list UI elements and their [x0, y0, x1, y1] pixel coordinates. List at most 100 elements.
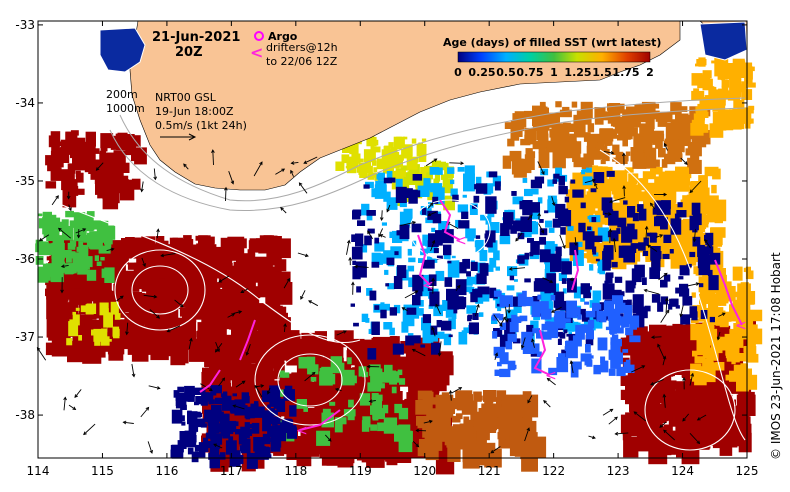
sst-cell — [539, 236, 546, 245]
colorbar-label: 1 — [550, 66, 558, 79]
sst-cell — [585, 198, 594, 206]
sst-cell — [562, 288, 567, 294]
sst-cell — [615, 327, 624, 334]
velocity-arrow — [520, 337, 526, 349]
sst-cell — [207, 441, 214, 449]
sst-cell — [503, 212, 514, 225]
sst-cell — [624, 167, 634, 173]
sst-cell — [411, 223, 422, 233]
sst-cell — [692, 350, 698, 357]
sst-cell — [423, 178, 431, 189]
sst-cell — [653, 386, 665, 395]
sst-cell — [746, 374, 758, 390]
sst-cell — [182, 312, 197, 323]
velocity-arrow — [550, 306, 562, 313]
sst-cell — [457, 167, 465, 172]
sst-cell — [208, 420, 220, 434]
sst-cell — [405, 335, 415, 346]
sst-cell — [643, 237, 649, 246]
sst-cell — [484, 442, 496, 454]
sst-cell — [645, 117, 655, 130]
sst-cell — [558, 186, 568, 195]
sst-cell — [614, 189, 623, 201]
sst-cell — [504, 326, 516, 341]
sst-cell — [197, 452, 206, 458]
eddy-ring-2 — [131, 265, 189, 315]
velocity-arrow — [665, 297, 669, 314]
sst-cell — [475, 183, 488, 194]
colorbar-ticks: 0 0.25 0.5 0.75 1 1.25 1.5 1.75 2 — [454, 66, 654, 79]
sst-cell — [615, 302, 626, 314]
sst-cell — [50, 150, 62, 162]
sst-cell — [50, 224, 60, 239]
sst-cell — [583, 292, 591, 299]
x-tick-label: 124 — [671, 464, 694, 478]
sst-cell — [381, 372, 390, 383]
sst-cell — [233, 362, 252, 388]
sst-cell — [567, 141, 582, 154]
velocity-arrow — [689, 372, 695, 386]
sst-cell — [161, 318, 172, 329]
sst-cell — [564, 196, 570, 203]
velocity-arrow — [505, 306, 509, 323]
sst-cell — [494, 348, 503, 359]
sst-cell — [424, 167, 432, 173]
sst-cell — [105, 308, 109, 313]
sst-cell — [701, 340, 709, 347]
sst-cell — [671, 103, 680, 108]
sst-cell — [236, 405, 248, 414]
sst-cell — [691, 202, 701, 215]
sst-cell — [548, 227, 555, 233]
sst-cell — [391, 386, 397, 394]
sst-cell — [630, 220, 640, 233]
sst-cell — [383, 322, 393, 330]
colorbar-label: 2 — [646, 66, 654, 79]
sst-cell — [558, 208, 569, 220]
sst-cell — [698, 124, 707, 133]
velocity-arrow — [95, 162, 104, 171]
velocity-arrow — [116, 295, 124, 302]
sst-cell — [377, 422, 387, 432]
sst-cell — [296, 399, 307, 409]
sst-cell — [625, 280, 635, 293]
sst-cell — [660, 296, 669, 305]
sst-cell — [107, 339, 125, 355]
sst-cell — [655, 215, 665, 223]
sst-cell — [547, 112, 560, 127]
sst-cell — [198, 442, 209, 452]
sst-cell — [553, 291, 565, 308]
velocity-arrow — [348, 256, 352, 266]
sst-cell — [746, 118, 754, 124]
sst-cell — [52, 235, 64, 248]
sst-cell — [65, 185, 79, 196]
sst-cell — [268, 348, 278, 355]
sst-cell — [545, 220, 553, 228]
velocity-arrow — [649, 202, 656, 210]
velocity-arrow — [218, 377, 226, 387]
sst-cell — [459, 262, 467, 274]
sst-cell — [627, 223, 635, 233]
sst-cell — [72, 311, 76, 315]
sst-cell — [612, 295, 624, 305]
sst-cell — [369, 290, 377, 301]
sst-cell — [396, 230, 401, 236]
sst-cell — [493, 328, 503, 337]
sst-cell — [407, 265, 415, 272]
sst-cell — [687, 142, 698, 150]
sst-cell — [493, 250, 500, 261]
sst-cell — [473, 195, 480, 203]
sst-cell — [568, 228, 576, 238]
sst-cell — [75, 307, 80, 311]
sst-cell — [467, 419, 475, 425]
sst-cell — [442, 178, 453, 194]
sst-cell — [497, 361, 502, 367]
sst-cell — [270, 430, 278, 435]
sst-cell — [646, 156, 651, 160]
sst-cell — [61, 169, 75, 191]
sst-cell — [351, 246, 363, 260]
velocity-arrow — [245, 344, 251, 356]
sst-cell — [466, 271, 471, 277]
sst-cell — [654, 130, 664, 142]
sst-cell — [673, 122, 679, 131]
sst-cell — [640, 140, 651, 151]
